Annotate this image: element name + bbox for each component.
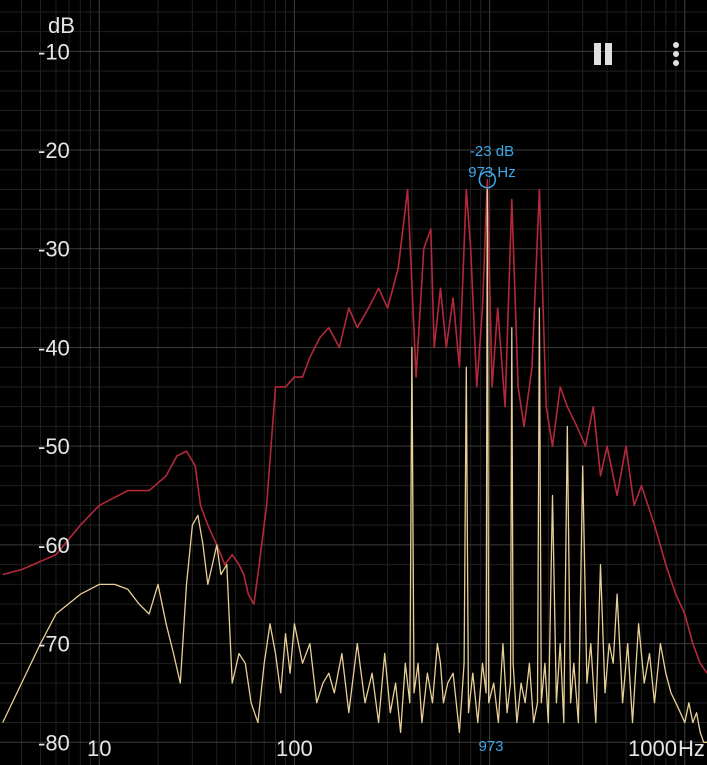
y-tick-label: -70 — [38, 632, 70, 657]
x-axis-labels: Hz 10 100 1000 — [87, 736, 705, 761]
overflow-menu-button[interactable] — [656, 32, 696, 76]
y-tick-label: -30 — [38, 237, 70, 262]
more-vert-icon — [673, 42, 679, 66]
y-tick-label: -80 — [38, 730, 70, 755]
y-tick-label: -40 — [38, 336, 70, 361]
cursor-marker[interactable] — [478, 170, 497, 189]
series-layer — [2, 178, 707, 743]
x-tick-label: 10 — [87, 736, 111, 761]
y-tick-label: -60 — [38, 533, 70, 558]
y-tick-label: -50 — [38, 434, 70, 459]
cursor-frequency-axis-label: 973 — [478, 738, 503, 755]
y-tick-label: -20 — [38, 138, 70, 163]
x-tick-label: 1000 — [628, 736, 677, 761]
pause-icon-left-bar — [594, 43, 601, 65]
y-axis-unit-label: dB — [48, 13, 75, 38]
live-spectrum-line — [2, 188, 707, 743]
x-axis-unit-label: Hz — [678, 736, 705, 761]
pause-icon-right-bar — [605, 43, 612, 65]
x-tick-label: 100 — [276, 736, 313, 761]
peak-hold-spectrum-line — [2, 178, 707, 674]
y-axis-labels: dB -10 -20 -30 -40 -50 -60 -70 -80 — [38, 13, 75, 755]
y-tick-label: -10 — [38, 39, 70, 64]
cursor-layer: -23 dB 973 Hz 973 — [468, 143, 516, 755]
pause-button[interactable] — [580, 32, 626, 76]
cursor-db-readout: -23 dB — [470, 143, 514, 160]
